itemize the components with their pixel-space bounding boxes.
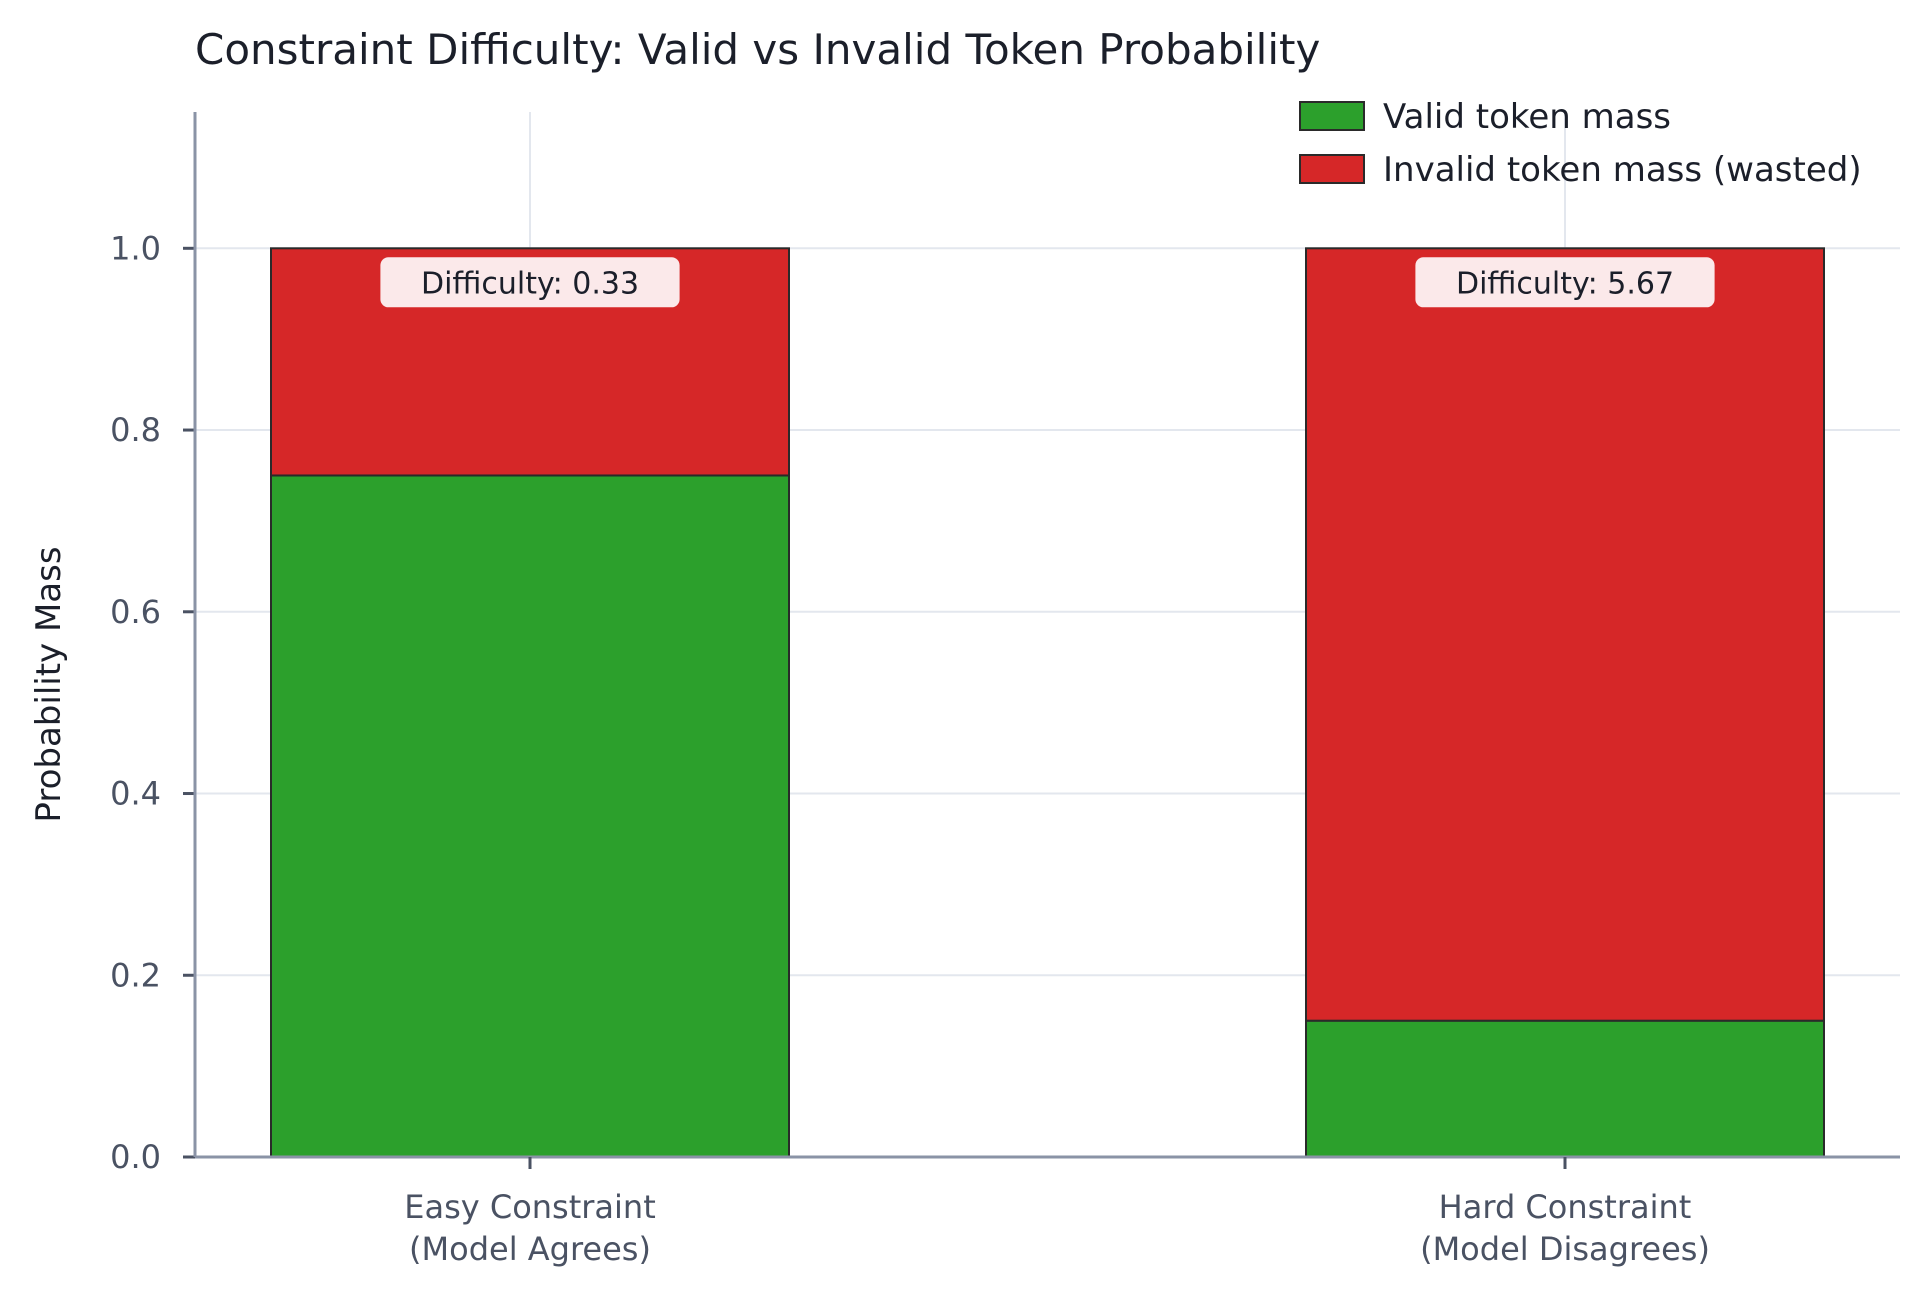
y-tick-label: 1.0 bbox=[110, 229, 161, 267]
legend-swatch-valid bbox=[1299, 101, 1365, 131]
y-tick-label: 0.4 bbox=[110, 775, 161, 813]
legend-label: Valid token mass bbox=[1383, 97, 1671, 137]
difficulty-annotation: Difficulty: 0.33 bbox=[421, 266, 639, 301]
bar-valid-2 bbox=[1305, 1019, 1825, 1159]
legend-label: Invalid token mass (wasted) bbox=[1383, 150, 1862, 190]
difficulty-annotation: Difficulty: 5.67 bbox=[1456, 266, 1674, 301]
x-tick-label: (Model Agrees) bbox=[409, 1230, 651, 1268]
annotation-box bbox=[380, 257, 680, 308]
x-tick-label: Hard Constraint bbox=[1439, 1188, 1692, 1226]
y-tick-label: 0.6 bbox=[110, 593, 161, 631]
annotation-box bbox=[1415, 257, 1715, 308]
legend-swatch-invalid bbox=[1299, 154, 1365, 184]
x-tick-label: Easy Constraint bbox=[404, 1188, 656, 1226]
bar-invalid-2 bbox=[1305, 247, 1825, 1022]
y-tick-label: 0.2 bbox=[110, 956, 161, 994]
y-tick-label: 0.0 bbox=[110, 1138, 161, 1176]
chart-title: Constraint Difficulty: Valid vs Invalid … bbox=[195, 25, 1320, 74]
y-tick-label: 0.8 bbox=[110, 411, 161, 449]
bar-valid-1 bbox=[270, 474, 790, 1158]
y-axis-label: Probability Mass bbox=[29, 546, 69, 822]
x-tick-label: (Model Disagrees) bbox=[1420, 1230, 1710, 1268]
